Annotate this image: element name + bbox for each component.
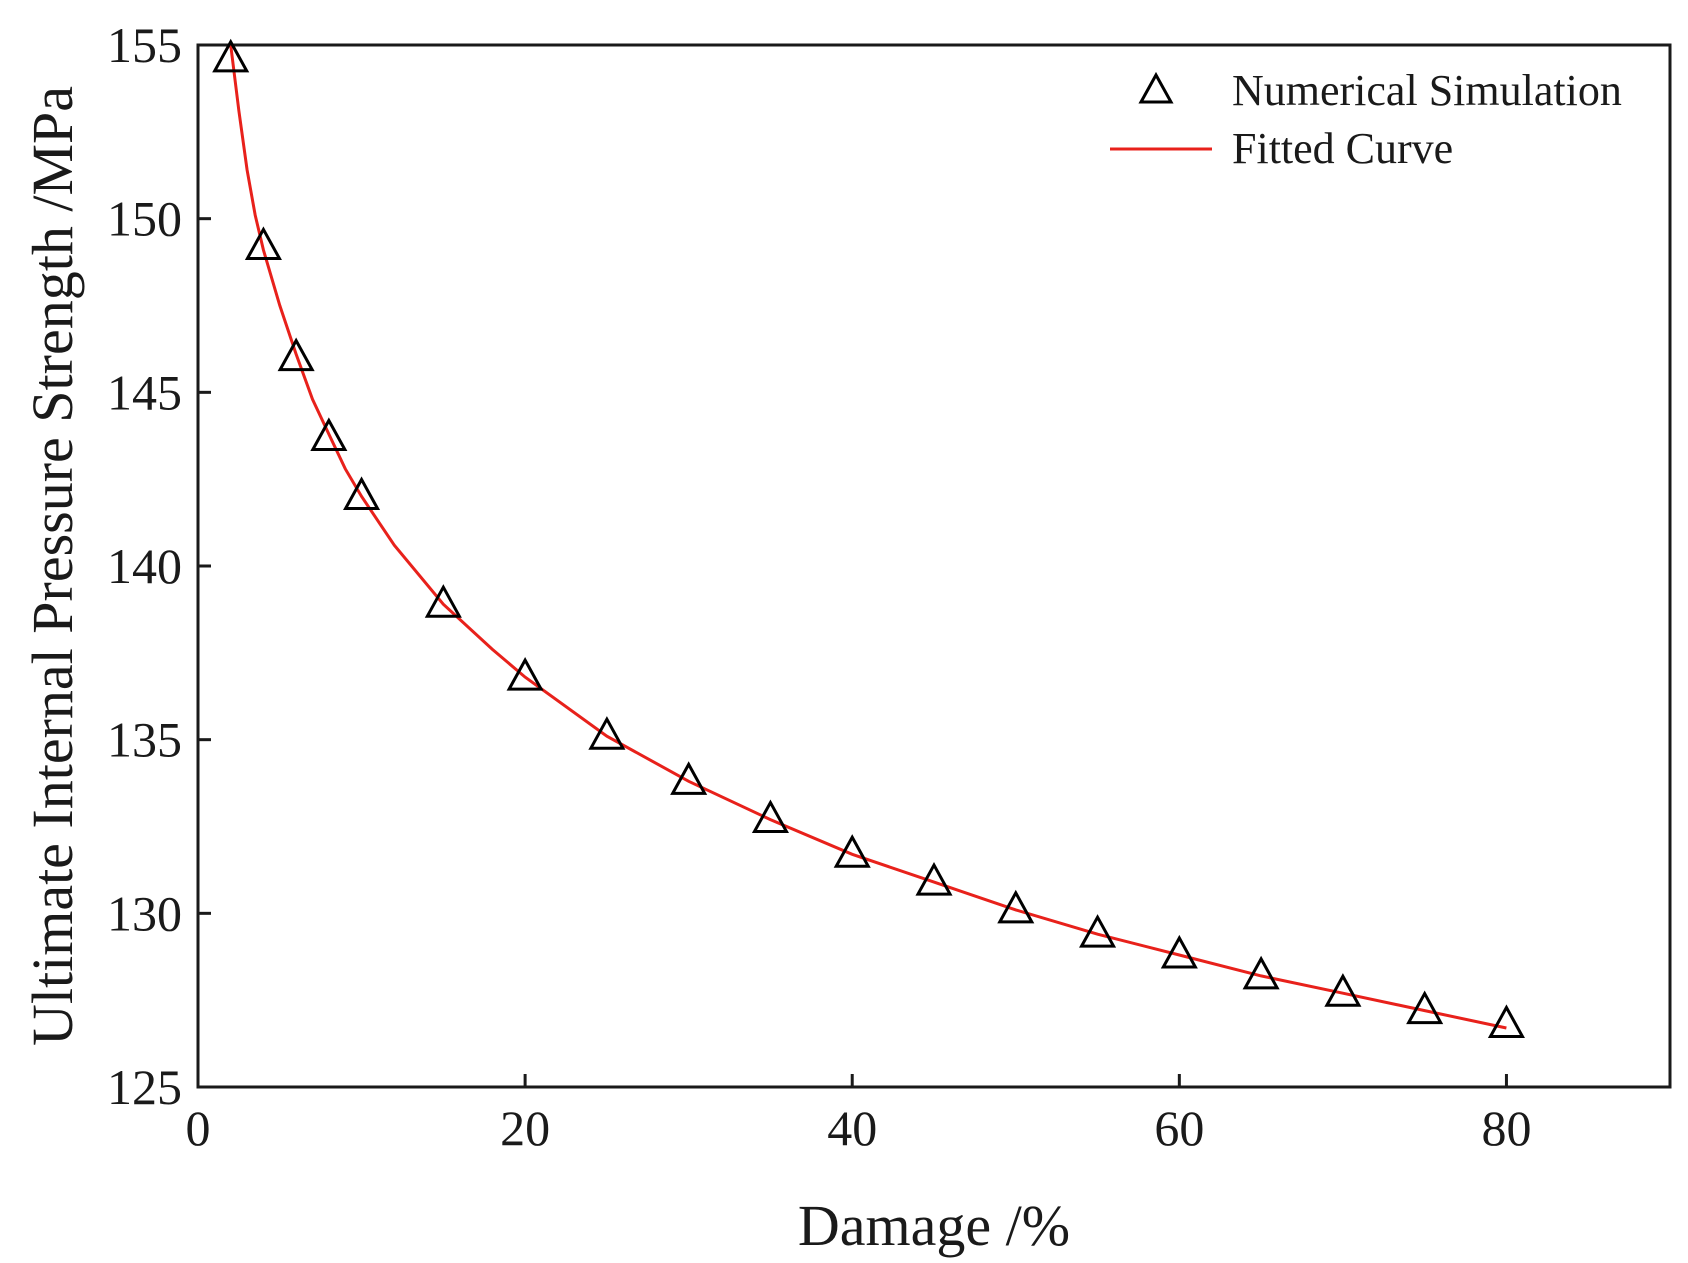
y-tick-label: 125 [107, 1059, 182, 1115]
x-tick-label: 0 [186, 1100, 211, 1156]
y-axis: 125 130 135 140 145 150 155 [107, 17, 211, 1115]
simulation-point [833, 834, 871, 868]
y-tick-label: 140 [107, 538, 182, 594]
simulation-point [1242, 955, 1280, 990]
simulation-point [588, 716, 626, 750]
legend-triangle-marker [1138, 71, 1174, 104]
simulation-point [997, 889, 1035, 924]
plot-area [212, 38, 1525, 1038]
plot-frame [196, 43, 1672, 1089]
simulation-point [310, 417, 348, 451]
x-tick-label: 60 [1154, 1100, 1204, 1156]
x-axis-title: Damage /% [798, 1193, 1070, 1258]
simulation-point [1487, 1004, 1525, 1038]
legend-label-fitted-curve: Fitted Curve [1232, 124, 1453, 173]
y-tick-label: 145 [107, 364, 182, 420]
x-tick-label: 80 [1481, 1100, 1531, 1156]
y-tick-label: 130 [107, 885, 182, 941]
y-axis-title: Ultimate Internal Pressure Strength /MPa [20, 86, 85, 1046]
y-tick-label: 135 [107, 712, 182, 768]
simulation-point [277, 337, 315, 372]
x-axis: 0 20 40 60 80 [186, 1074, 1531, 1156]
simulation-point [915, 861, 953, 896]
simulation-point [343, 476, 381, 511]
y-tick-label: 150 [107, 191, 182, 247]
simulation-point [1079, 914, 1117, 948]
simulation-point [670, 761, 708, 795]
y-tick-label: 155 [107, 17, 182, 73]
legend-label-numerical-simulation: Numerical Simulation [1232, 66, 1622, 115]
simulation-point [1160, 934, 1198, 969]
x-tick-label: 20 [500, 1100, 550, 1156]
simulation-point [424, 584, 462, 618]
simulation-point [244, 226, 282, 260]
simulation-point [212, 38, 250, 73]
simulation-point [506, 657, 544, 691]
fitted-curve-line [229, 44, 1507, 1030]
simulation-point [751, 799, 789, 834]
x-tick-label: 40 [827, 1100, 877, 1156]
legend: Numerical Simulation Fitted Curve [1110, 66, 1622, 173]
simulation-point [1324, 973, 1362, 1007]
simulation-point [1406, 990, 1444, 1025]
